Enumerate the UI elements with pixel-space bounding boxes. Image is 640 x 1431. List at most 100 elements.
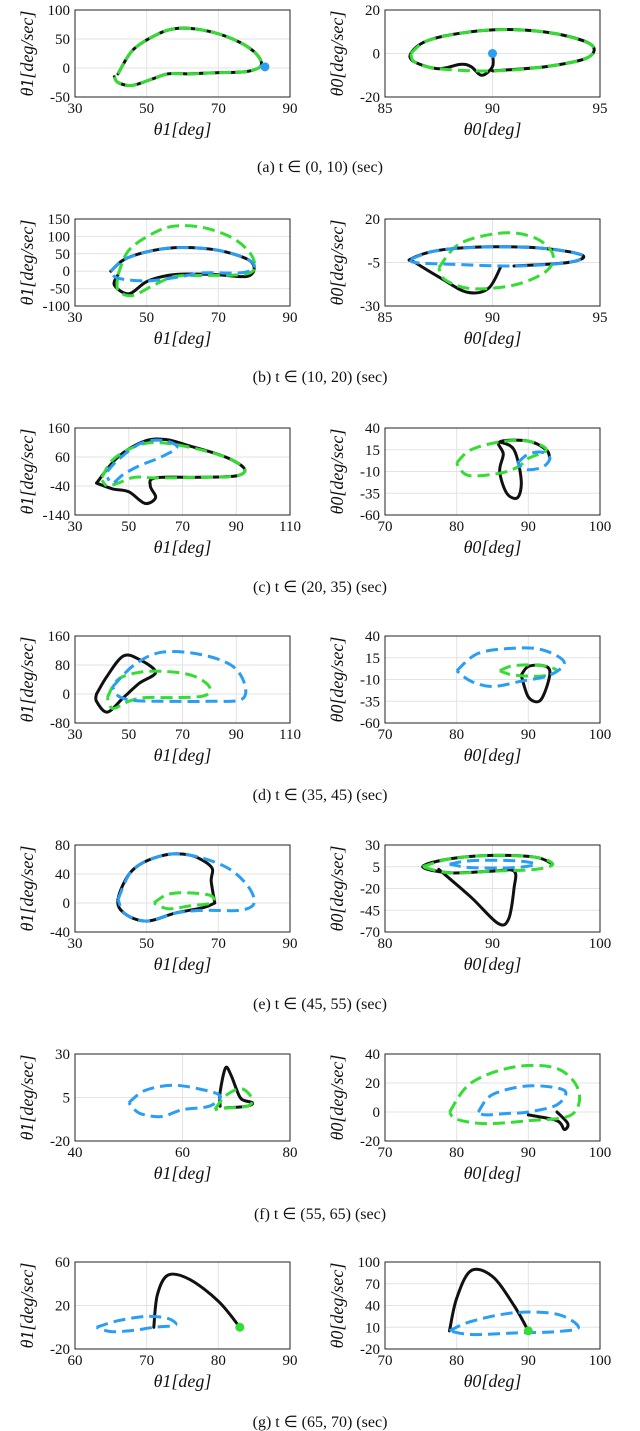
y-tick-label: 100 <box>358 1255 381 1271</box>
series-group <box>109 224 257 298</box>
y-axis-label: θ̇1[deg/sec] <box>17 220 37 306</box>
y-tick-label: 0 <box>373 1105 381 1121</box>
x-axis-label: θ0[deg] <box>464 745 522 765</box>
series-line-actual <box>421 853 555 927</box>
y-tick-label: -40 <box>50 925 70 941</box>
plot-frame <box>74 9 291 98</box>
y-tick-label: -35 <box>360 486 380 502</box>
x-tick-label: 50 <box>139 936 154 952</box>
panel-e-left: 30 50 70 90 80 40 0 -40 θ1[deg] θ̇1[deg/sec] <box>17 838 298 974</box>
series-line-actual <box>448 1267 530 1333</box>
x-tick-label: 30 <box>68 936 83 952</box>
x-tick-label: 80 <box>378 936 393 952</box>
x-tick-label: 90 <box>283 101 298 117</box>
caption-e: (e) t ∈ (45, 55) (sec) <box>253 996 387 1013</box>
x-tick-label: 85 <box>378 310 393 326</box>
plot-frame <box>384 427 601 516</box>
x-tick-label: 90 <box>521 519 536 535</box>
x-axis-label: θ0[deg] <box>464 537 522 557</box>
series-line-reference <box>115 224 257 298</box>
series-line-reference-2 <box>409 245 586 268</box>
y-tick-label: -140 <box>43 508 71 524</box>
x-tick-label: 90 <box>283 1353 298 1369</box>
x-tick-label: 70 <box>211 936 226 952</box>
series-line-actual <box>95 437 247 506</box>
series-line-reference-2 <box>111 650 248 703</box>
y-tick-label: -20 <box>50 1134 70 1150</box>
caption-c: (c) t ∈ (20, 35) (sec) <box>253 579 387 596</box>
y-tick-label: 5 <box>373 860 381 876</box>
captions: (a) t ∈ (0, 10) (sec) (b) t ∈ (10, 20) (… <box>253 159 388 1431</box>
series-line-actual <box>218 1065 255 1110</box>
y-axis-label: θ̇0[deg/sec] <box>327 220 347 306</box>
x-axis-label: θ0[deg] <box>464 1163 522 1183</box>
y-tick-label: 15 <box>365 443 380 459</box>
plot-frame <box>384 635 601 724</box>
y-tick-label: -100 <box>43 299 71 315</box>
x-tick-label: 95 <box>593 310 608 326</box>
series-line-reference-2 <box>516 450 552 472</box>
marker-point <box>488 49 497 58</box>
y-axis-label: θ̇1[deg/sec] <box>17 637 37 723</box>
series-line-reference-2 <box>476 1084 568 1117</box>
plot-frame <box>74 218 291 307</box>
x-tick-label: 90 <box>521 1145 536 1161</box>
y-tick-label: -10 <box>360 673 380 689</box>
y-axis-label: θ̇1[deg/sec] <box>17 846 37 932</box>
x-tick-label: 90 <box>485 101 500 117</box>
x-tick-label: 70 <box>211 310 226 326</box>
x-axis-label: θ1[deg] <box>154 1163 212 1183</box>
plot-frame <box>74 1053 291 1142</box>
panel-g-left: 60 70 80 90 60 20 -20 θ1[deg] θ̇1[deg/sec] <box>17 1255 298 1391</box>
panel-c-left: 30 50 70 90 110 160 60 -40 -140 θ1[deg] θ̇1[deg/se… <box>17 421 301 557</box>
series-group <box>455 438 552 500</box>
y-tick-label: 30 <box>365 838 380 854</box>
marker-point <box>235 1322 245 1332</box>
caption-b: (b) t ∈ (10, 20) (sec) <box>253 369 388 386</box>
x-tick-label: 70 <box>175 727 190 743</box>
x-axis-label: θ1[deg] <box>154 328 212 348</box>
x-tick-label: 50 <box>139 101 154 117</box>
y-tick-label: 20 <box>365 3 380 19</box>
series-line-reference <box>152 891 216 911</box>
y-axis-label: θ̇1[deg/sec] <box>17 1055 37 1141</box>
series-group <box>127 1065 255 1119</box>
y-tick-label: 80 <box>55 838 70 854</box>
y-tick-label: -5 <box>368 256 381 272</box>
series-line-actual <box>519 663 552 704</box>
y-tick-label: -60 <box>360 508 380 524</box>
series-group <box>455 646 566 704</box>
x-axis-label: θ1[deg] <box>154 745 212 765</box>
y-tick-label: -60 <box>360 716 380 732</box>
x-tick-label: 60 <box>68 1353 83 1369</box>
y-axis-label: θ̇0[deg/sec] <box>327 1055 347 1141</box>
y-tick-label: 40 <box>365 1299 380 1315</box>
x-tick-label: 70 <box>378 1145 393 1161</box>
y-tick-label: 30 <box>55 1047 70 1063</box>
y-axis-label: θ̇1[deg/sec] <box>17 11 37 97</box>
caption-a: (a) t ∈ (0, 10) (sec) <box>257 159 383 176</box>
series-line-reference <box>409 28 596 73</box>
y-axis-label: θ̇1[deg/sec] <box>17 1263 37 1349</box>
plot-frame <box>384 1053 601 1142</box>
panel-b-left: 30 50 70 90150100500-50-100θ1[deg]θ̇1[deg/s… <box>17 212 298 348</box>
y-tick-label: 0 <box>373 47 381 63</box>
y-tick-label: 60 <box>55 1255 70 1271</box>
x-axis-label: θ1[deg] <box>154 1371 212 1391</box>
y-tick-label: 15 <box>365 651 380 667</box>
series-line-actual <box>152 1272 242 1329</box>
series-line-reference <box>213 1087 255 1112</box>
series-group <box>448 1063 582 1131</box>
y-tick-label: -50 <box>50 90 70 106</box>
y-axis-label: θ̇0[deg/sec] <box>327 846 347 932</box>
y-tick-label: -20 <box>360 1342 380 1358</box>
x-tick-label: 110 <box>279 519 301 535</box>
x-tick-label: 90 <box>485 936 500 952</box>
series-line-reference <box>448 1063 582 1126</box>
x-tick-label: 90 <box>521 1353 536 1369</box>
x-tick-label: 70 <box>175 519 190 535</box>
marker-point <box>260 62 270 72</box>
y-tick-label: 0 <box>63 896 71 912</box>
series-line-reference-2 <box>116 852 256 923</box>
